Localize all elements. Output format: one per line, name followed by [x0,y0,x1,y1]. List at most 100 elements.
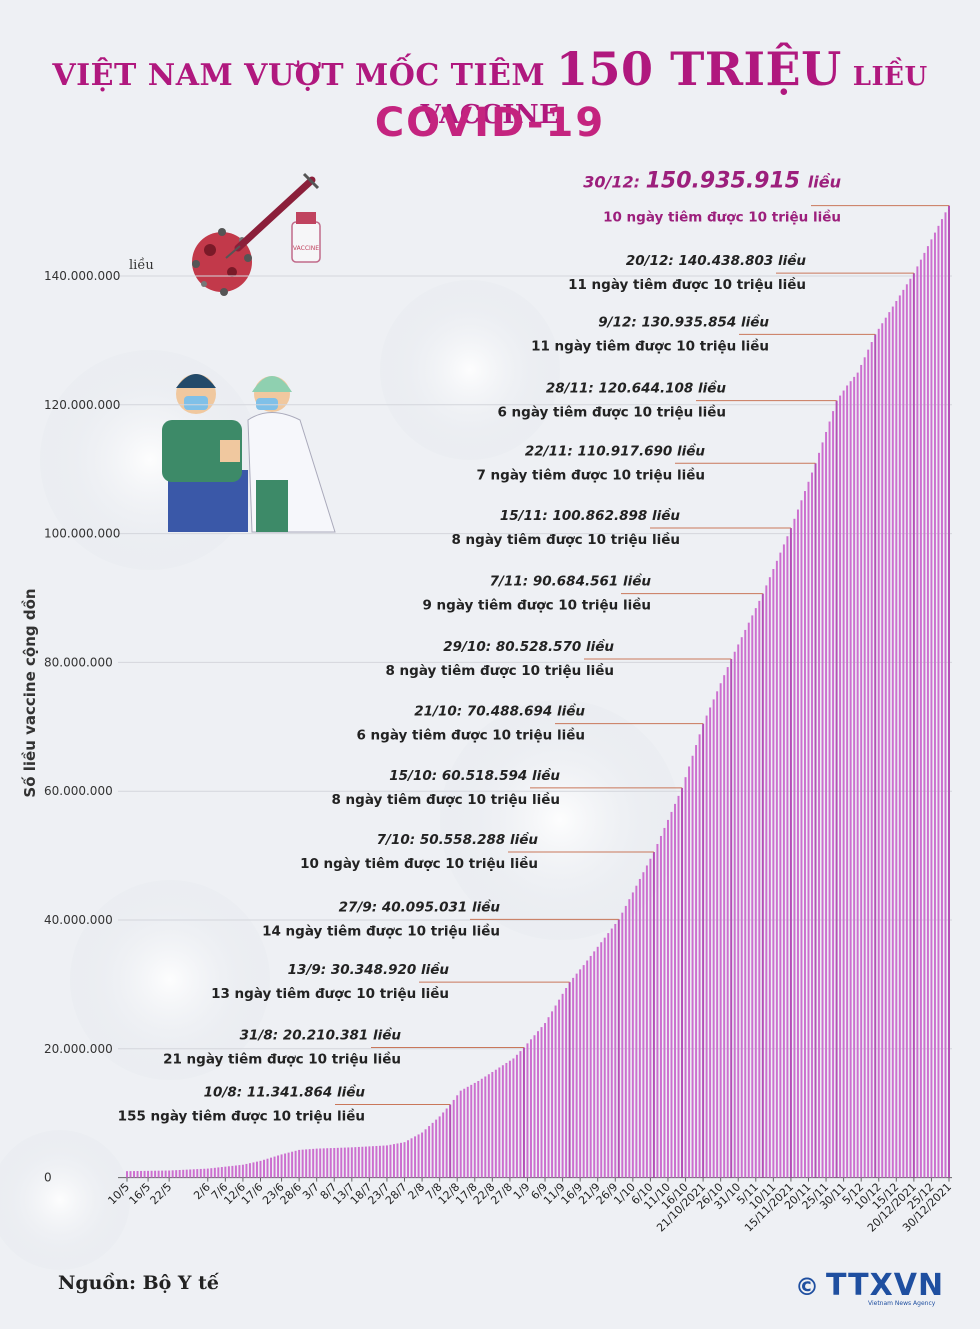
bar [526,1043,529,1178]
bar [329,1148,332,1178]
bar [923,252,926,1178]
bar [761,593,764,1178]
milestone-note: 10 ngày tiêm được 10 triệu liều [603,209,841,226]
milestone-note: 8 ngày tiêm được 10 triệu liều [451,531,680,548]
bar [726,667,729,1178]
x-tick-label: 22/5 [148,1181,175,1208]
bar [772,569,775,1178]
bar [220,1167,223,1178]
bar [255,1161,258,1178]
bar [435,1119,438,1178]
bar [558,999,561,1178]
bar [280,1154,283,1178]
bar [480,1078,483,1178]
bar [470,1084,473,1178]
bar [853,376,856,1178]
bar [519,1051,522,1178]
bar [902,289,905,1178]
milestone-value: 31/8: 20.210.381 liều [240,1026,402,1043]
bar [210,1168,213,1178]
bar [133,1171,136,1178]
bar [477,1081,480,1178]
bar [287,1152,290,1178]
bar [874,334,877,1178]
milestone-number: 150.935.915 [646,169,808,194]
bar [347,1147,350,1178]
bar [621,912,624,1178]
bar [284,1153,287,1178]
bar [140,1170,143,1178]
milestone-unit: liều [808,173,841,192]
bar [561,993,564,1178]
milestone-value: 9/12: 130.935.854 liều [598,313,769,330]
milestone-note: 10 ngày tiêm được 10 triệu liều [300,855,538,872]
bar [322,1148,325,1178]
bar [452,1099,455,1178]
bar [884,317,887,1178]
bar [333,1147,336,1178]
bar [378,1145,381,1178]
bar [189,1169,192,1178]
bar [891,306,894,1178]
bar [245,1163,248,1178]
bar [171,1170,174,1178]
bar [273,1156,276,1178]
ttxvn-logo: © TTXVN [795,1268,944,1303]
bar [649,858,652,1178]
bar [312,1148,315,1178]
bar [428,1126,431,1178]
bar [568,982,571,1178]
bar [807,481,810,1178]
bar [350,1147,353,1178]
bar [150,1170,153,1178]
bar [863,357,866,1178]
bar [463,1088,466,1178]
bar [554,1005,557,1178]
bar [126,1171,128,1178]
milestone-note: 13 ngày tiêm được 10 triệu liều [211,985,449,1002]
bar [849,381,852,1178]
bar [716,691,719,1178]
bar [442,1112,445,1178]
bar [624,905,627,1178]
bar [213,1167,216,1178]
bar [294,1150,297,1178]
bar [919,259,922,1178]
bar [905,284,908,1178]
source-note: Nguồn: Bộ Y tế [58,1272,219,1294]
nurse-figure [247,376,336,533]
bar [610,928,613,1178]
bar [449,1104,452,1178]
bar [361,1146,364,1178]
bar [431,1122,434,1178]
bar [814,463,817,1178]
bar [835,400,838,1178]
bar [870,342,873,1178]
y-tick-label: 20.000.000 [44,1042,113,1056]
bar [698,734,701,1178]
y-tick-label: 60.000.000 [44,784,113,798]
milestone-note: 7 ngày tiêm được 10 triệu liều [476,466,705,483]
milestone-note: 21 ngày tiêm được 10 triệu liều [163,1050,401,1067]
bar [305,1149,308,1178]
bar [719,683,722,1178]
bar [617,919,620,1178]
bar [291,1151,294,1178]
y-tick-label: 0 [44,1171,52,1185]
bar [818,452,821,1178]
bar [628,899,631,1178]
bar [340,1147,343,1178]
milestone-value: 13/9: 30.348.920 liều [288,961,450,978]
bar [825,431,828,1178]
syringe-icon [225,172,320,259]
x-tick-label: 16/5 [127,1181,154,1208]
bar [614,923,617,1178]
bar [203,1168,206,1178]
bar [705,715,708,1178]
bar [252,1162,255,1178]
bar [484,1076,487,1178]
y-tick-labels: 0 20.000.000 40.000.000 60.000.000 80.000.00… [44,269,120,1185]
bar [206,1168,209,1178]
bar [846,385,849,1178]
